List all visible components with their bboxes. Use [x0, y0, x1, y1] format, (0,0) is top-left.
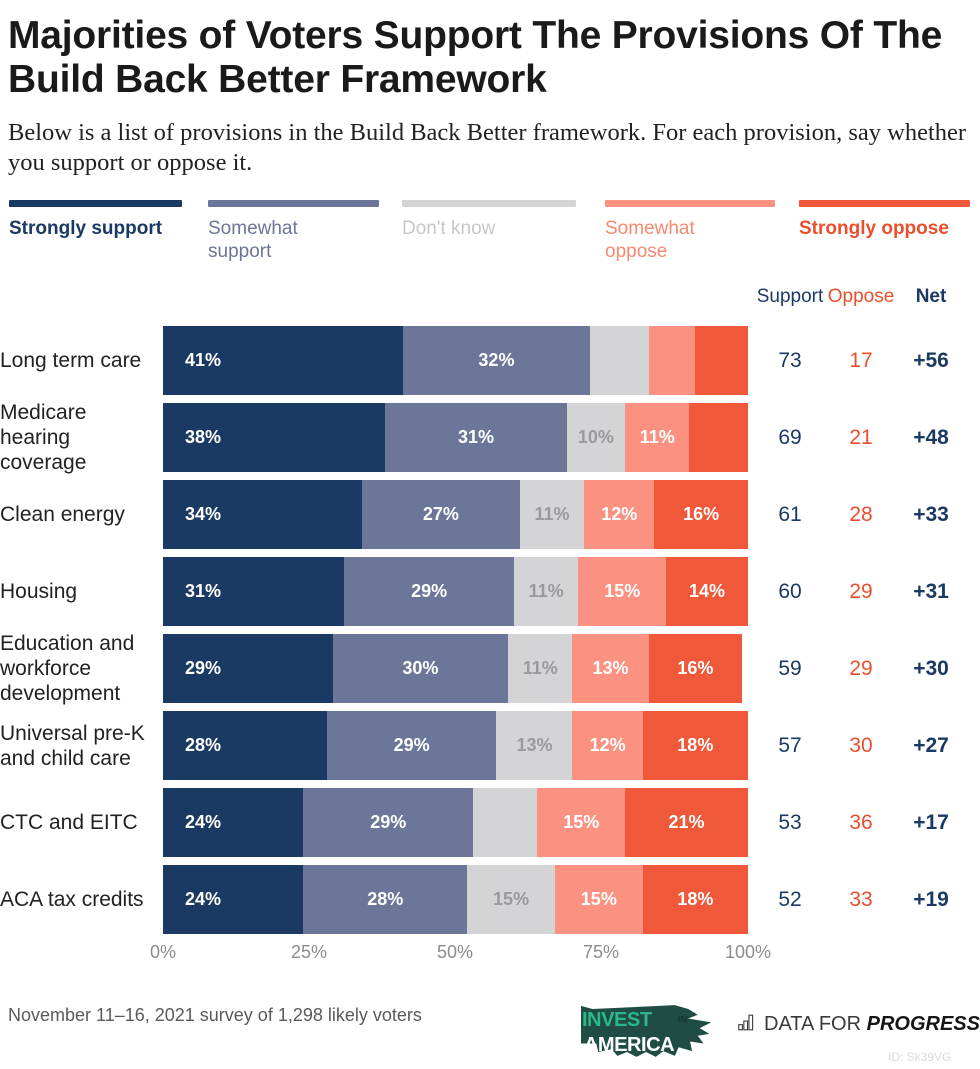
svg-text:IN: IN: [678, 1014, 688, 1025]
svg-text:INVEST: INVEST: [582, 1009, 653, 1031]
svg-text:AMERICA: AMERICA: [584, 1034, 674, 1056]
